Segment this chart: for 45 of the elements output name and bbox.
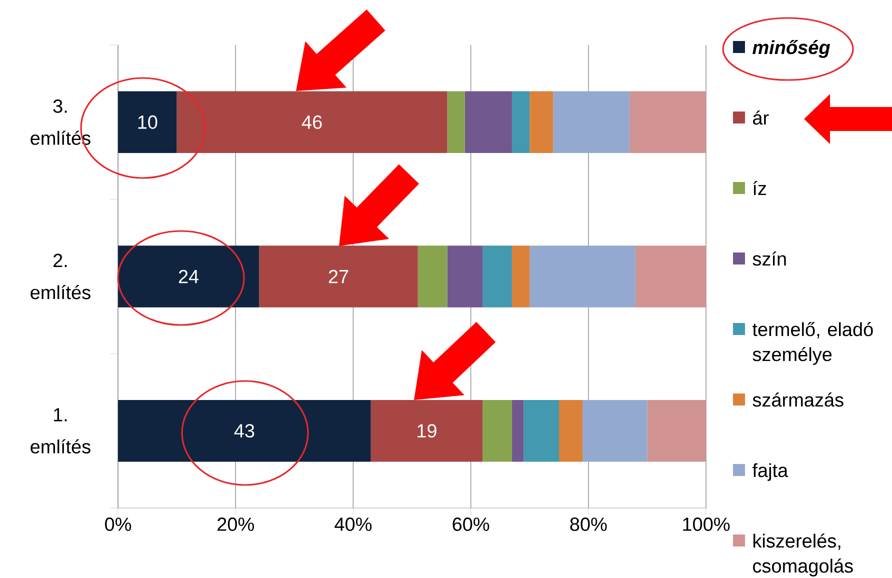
bar <box>176 91 448 154</box>
bar <box>118 246 260 308</box>
x-tick-label: 100% <box>683 518 730 531</box>
bar <box>553 91 630 154</box>
legend-label: szín <box>752 252 786 266</box>
bar <box>482 400 512 462</box>
bar <box>559 400 583 462</box>
bar <box>630 91 706 154</box>
x-tick-label: 0% <box>105 518 132 531</box>
data-label: 19 <box>418 424 436 438</box>
bar <box>524 400 560 462</box>
data-label: 10 <box>138 115 158 129</box>
bar <box>259 246 418 308</box>
bar <box>447 246 483 308</box>
bar <box>118 400 371 462</box>
legend-label: kiszerelés, csomagolás <box>753 534 853 576</box>
x-tick-label: 80% <box>570 518 607 531</box>
bar <box>530 91 554 154</box>
bar <box>512 400 524 462</box>
bar <box>582 400 648 462</box>
x-tick-label: 20% <box>218 518 254 531</box>
legend-label: fajta <box>752 463 788 481</box>
bar <box>635 246 706 308</box>
y-tick-label: 1. említés <box>30 408 90 454</box>
legend-label: íz <box>753 181 766 195</box>
x-tick-label: 40% <box>334 518 372 531</box>
bar <box>530 246 636 308</box>
data-label: 27 <box>328 270 348 284</box>
data-label: 24 <box>178 270 199 284</box>
data-label: 46 <box>302 115 322 129</box>
legend-label: minőség <box>752 40 830 58</box>
y-tick-label: 2. említés <box>30 254 90 300</box>
bar <box>118 91 177 154</box>
bar <box>647 400 706 462</box>
legend-label: származás <box>752 392 844 407</box>
bar <box>447 91 465 154</box>
legend-label: termelő, eladó személye <box>752 322 873 365</box>
bar <box>512 246 530 308</box>
bar <box>482 246 512 308</box>
bar <box>512 91 530 154</box>
data-label: 43 <box>234 424 254 438</box>
legend-label: ár <box>753 110 769 125</box>
bar <box>464 91 512 154</box>
x-tick-label: 60% <box>452 518 490 531</box>
bar <box>418 246 448 308</box>
